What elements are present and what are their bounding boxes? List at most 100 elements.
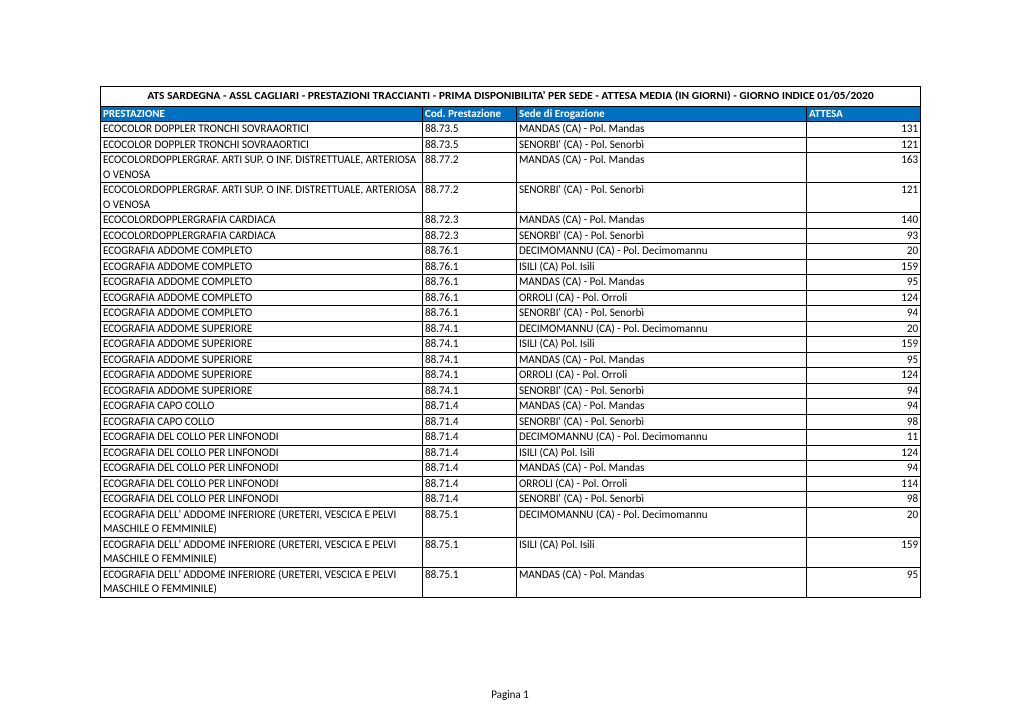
table-cell: 94 bbox=[807, 383, 921, 399]
table-cell: ECOGRAFIA DEL COLLO PER LINFONODI bbox=[101, 492, 423, 508]
table-cell: 93 bbox=[807, 228, 921, 244]
table-cell: ECOGRAFIA CAPO COLLO bbox=[101, 414, 423, 430]
data-table: ATS SARDEGNA - ASSL CAGLIARI - PRESTAZIO… bbox=[100, 86, 921, 598]
table-cell: 88.71.4 bbox=[423, 414, 517, 430]
table-cell: ISILI (CA) Pol. Isili bbox=[517, 337, 807, 353]
table-cell: 124 bbox=[807, 290, 921, 306]
table-row: ECOGRAFIA ADDOME COMPLETO88.76.1DECIMOMA… bbox=[101, 244, 921, 260]
table-cell: ORROLI (CA) - Pol. Orroli bbox=[517, 476, 807, 492]
table-cell: 95 bbox=[807, 567, 921, 597]
table-cell: ECOCOLOR DOPPLER TRONCHI SOVRAAORTICI bbox=[101, 137, 423, 153]
table-cell: ECOGRAFIA ADDOME COMPLETO bbox=[101, 259, 423, 275]
table-cell: ORROLI (CA) - Pol. Orroli bbox=[517, 368, 807, 384]
table-cell: ECOGRAFIA ADDOME COMPLETO bbox=[101, 244, 423, 260]
table-cell: SENORBI' (CA) - Pol. Senorbì bbox=[517, 383, 807, 399]
table-cell: ECOGRAFIA ADDOME SUPERIORE bbox=[101, 368, 423, 384]
table-cell: 94 bbox=[807, 306, 921, 322]
header-row: PRESTAZIONE Cod. Prestazione Sede di Ero… bbox=[101, 106, 921, 122]
table-cell: MANDAS (CA) - Pol. Mandas bbox=[517, 213, 807, 229]
table-body: ECOCOLOR DOPPLER TRONCHI SOVRAAORTICI88.… bbox=[101, 122, 921, 598]
table-cell: 88.77.2 bbox=[423, 183, 517, 213]
table-cell: MANDAS (CA) - Pol. Mandas bbox=[517, 352, 807, 368]
table-row: ECOCOLORDOPPLERGRAFIA CARDIACA88.72.3MAN… bbox=[101, 213, 921, 229]
table-cell: ISILI (CA) Pol. Isili bbox=[517, 445, 807, 461]
table-cell: 88.76.1 bbox=[423, 306, 517, 322]
table-cell: MANDAS (CA) - Pol. Mandas bbox=[517, 567, 807, 597]
table-row: ECOCOLOR DOPPLER TRONCHI SOVRAAORTICI88.… bbox=[101, 137, 921, 153]
table-cell: ECOCOLORDOPPLERGRAF. ARTI SUP. O INF. DI… bbox=[101, 153, 423, 183]
table-cell: 88.71.4 bbox=[423, 461, 517, 477]
table-cell: ECOGRAFIA DEL COLLO PER LINFONODI bbox=[101, 476, 423, 492]
table-cell: ECOGRAFIA ADDOME COMPLETO bbox=[101, 275, 423, 291]
table-cell: 124 bbox=[807, 445, 921, 461]
table-cell: 88.74.1 bbox=[423, 352, 517, 368]
table-cell: 159 bbox=[807, 259, 921, 275]
table-title: ATS SARDEGNA - ASSL CAGLIARI - PRESTAZIO… bbox=[101, 87, 921, 107]
table-cell: ECOGRAFIA DEL COLLO PER LINFONODI bbox=[101, 445, 423, 461]
table-cell: 88.72.3 bbox=[423, 228, 517, 244]
table-cell: ECOGRAFIA CAPO COLLO bbox=[101, 399, 423, 415]
table-cell: 163 bbox=[807, 153, 921, 183]
table-cell: 95 bbox=[807, 275, 921, 291]
table-row: ECOGRAFIA DEL COLLO PER LINFONODI88.71.4… bbox=[101, 476, 921, 492]
table-cell: 121 bbox=[807, 183, 921, 213]
table-cell: 88.74.1 bbox=[423, 368, 517, 384]
table-row: ECOGRAFIA DELL' ADDOME INFERIORE (URETER… bbox=[101, 507, 921, 537]
table-cell: ECOGRAFIA DEL COLLO PER LINFONODI bbox=[101, 461, 423, 477]
table-cell: 98 bbox=[807, 492, 921, 508]
table-cell: SENORBI' (CA) - Pol. Senorbì bbox=[517, 306, 807, 322]
table-cell: MANDAS (CA) - Pol. Mandas bbox=[517, 461, 807, 477]
table-row: ECOGRAFIA DEL COLLO PER LINFONODI88.71.4… bbox=[101, 430, 921, 446]
table-cell: 88.76.1 bbox=[423, 275, 517, 291]
table-cell: SENORBI' (CA) - Pol. Senorbì bbox=[517, 137, 807, 153]
table-row: ECOGRAFIA ADDOME SUPERIORE88.74.1ORROLI … bbox=[101, 368, 921, 384]
table-cell: 20 bbox=[807, 244, 921, 260]
table-cell: 140 bbox=[807, 213, 921, 229]
table-cell: 88.75.1 bbox=[423, 537, 517, 567]
table-cell: DECIMOMANNU (CA) - Pol. Decimomannu bbox=[517, 430, 807, 446]
table-row: ECOCOLORDOPPLERGRAF. ARTI SUP. O INF. DI… bbox=[101, 183, 921, 213]
table-cell: 159 bbox=[807, 537, 921, 567]
table-cell: 88.74.1 bbox=[423, 321, 517, 337]
table-cell: 88.71.4 bbox=[423, 476, 517, 492]
table-cell: DECIMOMANNU (CA) - Pol. Decimomannu bbox=[517, 321, 807, 337]
col-prestazione: PRESTAZIONE bbox=[101, 106, 423, 122]
table-cell: 98 bbox=[807, 414, 921, 430]
table-cell: 20 bbox=[807, 507, 921, 537]
table-cell: ECOGRAFIA DELL' ADDOME INFERIORE (URETER… bbox=[101, 507, 423, 537]
table-cell: DECIMOMANNU (CA) - Pol. Decimomannu bbox=[517, 507, 807, 537]
table-cell: SENORBI' (CA) - Pol. Senorbì bbox=[517, 492, 807, 508]
table-cell: 88.75.1 bbox=[423, 507, 517, 537]
table-cell: ECOGRAFIA DELL' ADDOME INFERIORE (URETER… bbox=[101, 567, 423, 597]
table-cell: ORROLI (CA) - Pol. Orroli bbox=[517, 290, 807, 306]
table-cell: 88.76.1 bbox=[423, 244, 517, 260]
table-cell: 159 bbox=[807, 337, 921, 353]
table-cell: ECOGRAFIA DELL' ADDOME INFERIORE (URETER… bbox=[101, 537, 423, 567]
table-cell: 124 bbox=[807, 368, 921, 384]
table-row: ECOGRAFIA DEL COLLO PER LINFONODI88.71.4… bbox=[101, 461, 921, 477]
table-cell: ECOCOLOR DOPPLER TRONCHI SOVRAAORTICI bbox=[101, 122, 423, 138]
col-cod-prestazione: Cod. Prestazione bbox=[423, 106, 517, 122]
title-row: ATS SARDEGNA - ASSL CAGLIARI - PRESTAZIO… bbox=[101, 87, 921, 107]
table-cell: DECIMOMANNU (CA) - Pol. Decimomannu bbox=[517, 244, 807, 260]
table-cell: ECOCOLORDOPPLERGRAF. ARTI SUP. O INF. DI… bbox=[101, 183, 423, 213]
table-cell: MANDAS (CA) - Pol. Mandas bbox=[517, 275, 807, 291]
table-row: ECOGRAFIA CAPO COLLO88.71.4MANDAS (CA) -… bbox=[101, 399, 921, 415]
table-cell: ECOGRAFIA ADDOME COMPLETO bbox=[101, 306, 423, 322]
table-cell: 95 bbox=[807, 352, 921, 368]
col-sede: Sede di Erogazione bbox=[517, 106, 807, 122]
table-cell: MANDAS (CA) - Pol. Mandas bbox=[517, 122, 807, 138]
table-row: ECOGRAFIA DELL' ADDOME INFERIORE (URETER… bbox=[101, 537, 921, 567]
page: ATS SARDEGNA - ASSL CAGLIARI - PRESTAZIO… bbox=[0, 0, 1020, 721]
table-cell: 121 bbox=[807, 137, 921, 153]
table-row: ECOCOLOR DOPPLER TRONCHI SOVRAAORTICI88.… bbox=[101, 122, 921, 138]
table-row: ECOGRAFIA ADDOME SUPERIORE88.74.1MANDAS … bbox=[101, 352, 921, 368]
table-cell: MANDAS (CA) - Pol. Mandas bbox=[517, 399, 807, 415]
table-cell: 88.76.1 bbox=[423, 259, 517, 275]
table-cell: 88.73.5 bbox=[423, 122, 517, 138]
table-cell: ECOGRAFIA ADDOME SUPERIORE bbox=[101, 383, 423, 399]
table-row: ECOGRAFIA ADDOME SUPERIORE88.74.1DECIMOM… bbox=[101, 321, 921, 337]
table-row: ECOGRAFIA ADDOME COMPLETO88.76.1MANDAS (… bbox=[101, 275, 921, 291]
table-row: ECOGRAFIA ADDOME COMPLETO88.76.1SENORBI'… bbox=[101, 306, 921, 322]
table-cell: 88.74.1 bbox=[423, 383, 517, 399]
